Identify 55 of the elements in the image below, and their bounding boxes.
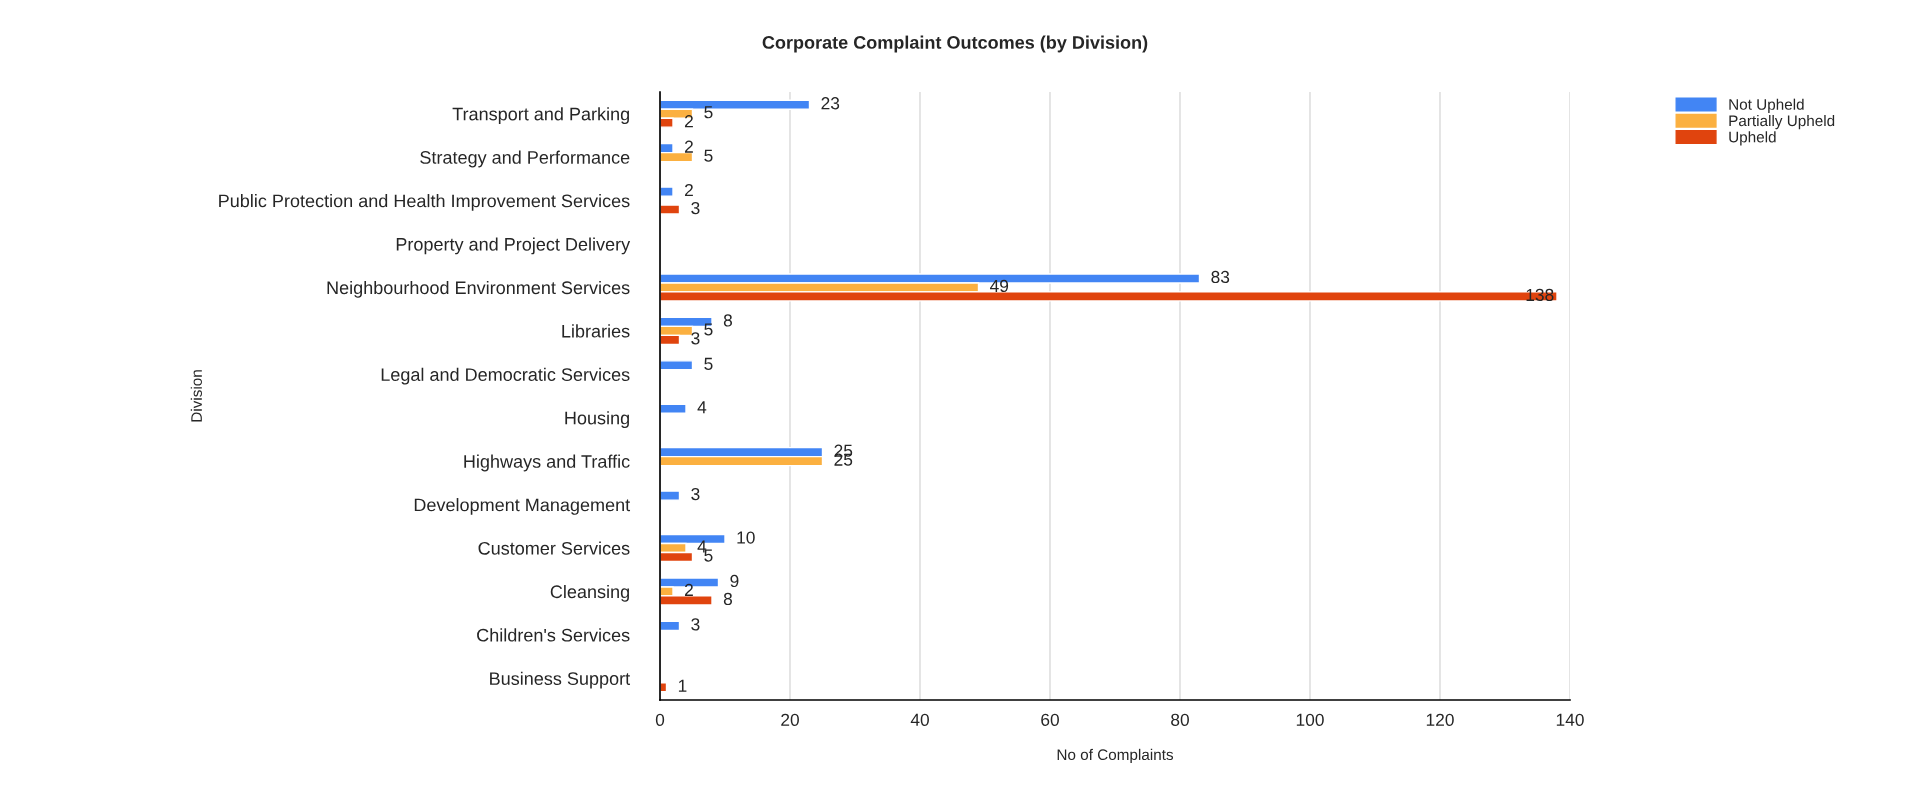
- x-tick-label: 120: [1426, 713, 1454, 726]
- bar: [660, 360, 694, 371]
- x-tick-label: 100: [1296, 713, 1324, 726]
- y-tick-label: Legal and Democratic Services: [381, 367, 630, 385]
- y-tick-label: Strategy and Performance: [420, 150, 630, 168]
- data-label: 3: [691, 332, 700, 345]
- data-label: 5: [704, 106, 713, 119]
- y-tick-label: Children's Services: [477, 628, 630, 642]
- data-label: 5: [704, 323, 713, 336]
- data-label: 2: [684, 183, 693, 197]
- data-label: 23: [821, 97, 840, 110]
- y-tick-label: Transport and Parking: [452, 107, 629, 124]
- data-label: 2: [684, 583, 693, 596]
- data-label: 5: [704, 357, 713, 370]
- x-tick-label: 80: [1171, 713, 1189, 726]
- bar: [660, 620, 681, 632]
- y-tick-label: Public Protection and Health Improvement Services: [219, 194, 630, 211]
- bar: [660, 186, 674, 197]
- data-label: 5: [704, 149, 713, 162]
- data-label: 2: [684, 140, 693, 153]
- y-tick-label: Business Support: [490, 671, 631, 689]
- x-tick-label: 40: [910, 713, 929, 726]
- y-tick-label: Cleansing: [550, 584, 629, 602]
- data-label: 10: [737, 531, 755, 544]
- data-label: 2: [684, 115, 693, 128]
- legend-label: Partially Upheld: [1729, 114, 1835, 130]
- data-label: 83: [1211, 270, 1230, 284]
- data-label: 49: [990, 279, 1009, 293]
- bar: [660, 204, 681, 215]
- x-tick-label: 0: [655, 713, 665, 726]
- y-tick-label: Housing: [565, 411, 629, 428]
- data-label: 4: [697, 401, 707, 414]
- y-tick-label: Neighbourhood Environment Services: [327, 280, 630, 298]
- data-label: 8: [723, 314, 733, 327]
- data-label: 9: [730, 574, 739, 588]
- bar: [660, 490, 681, 501]
- y-tick-label: Libraries: [562, 324, 630, 338]
- legend-label: Upheld: [1729, 131, 1776, 146]
- y-tick-label: Customer Services: [478, 541, 630, 555]
- y-tick-label: Highways and Traffic: [464, 454, 630, 472]
- bar: [660, 403, 687, 414]
- y-axis-title: Division: [190, 370, 202, 422]
- x-axis-title: No of Complaints: [1057, 748, 1174, 764]
- data-label: 3: [691, 618, 700, 631]
- legend-label: Not Upheld: [1729, 98, 1804, 113]
- x-tick-label: 60: [1041, 713, 1059, 726]
- data-label: 3: [691, 201, 700, 215]
- x-tick-label: 140: [1556, 713, 1584, 726]
- data-label: 8: [723, 592, 733, 606]
- x-tick-label: 20: [781, 713, 799, 726]
- y-tick-label: Development Management: [414, 498, 631, 515]
- data-label: 3: [691, 487, 700, 501]
- y-tick-label: Property and Project Delivery: [396, 237, 631, 255]
- chart-title: Corporate Complaint Outcomes (by Division): [762, 35, 1148, 53]
- data-label: 1: [678, 679, 687, 692]
